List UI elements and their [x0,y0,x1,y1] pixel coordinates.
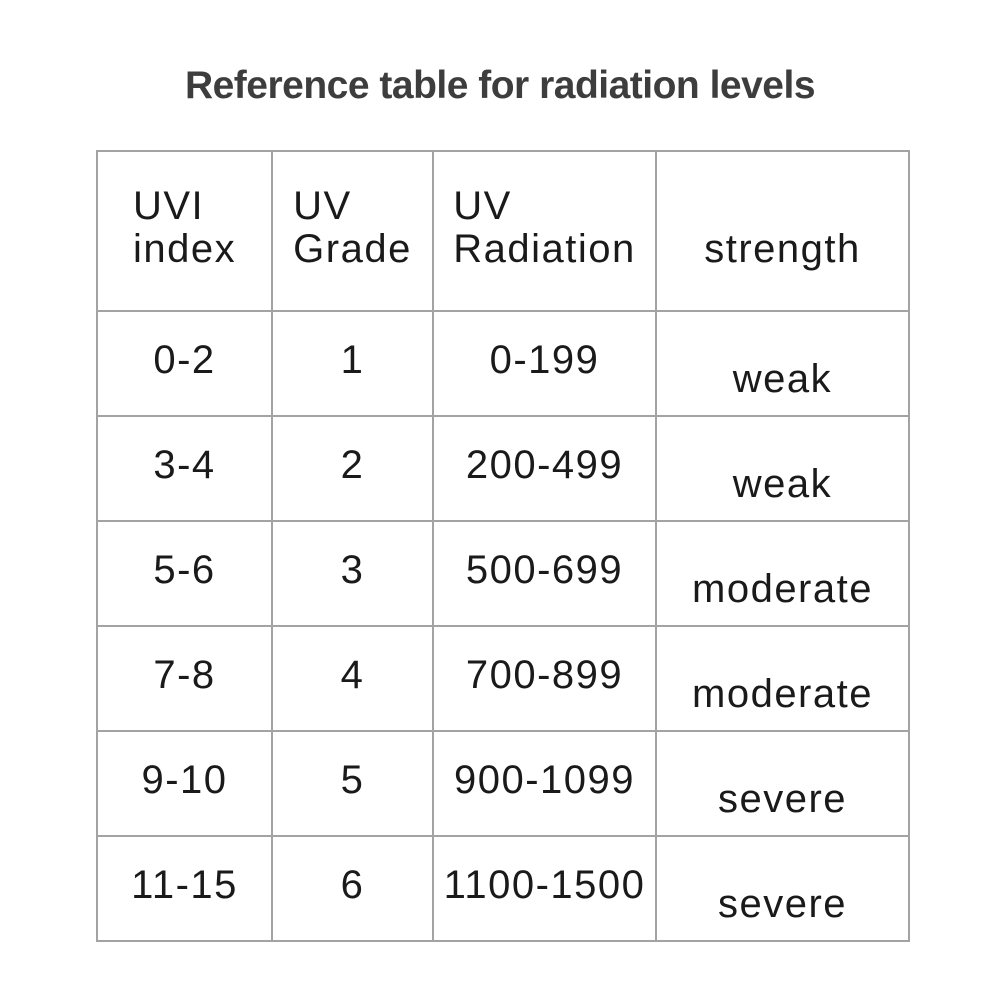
table-row: 3-4 2 200-499 weak [96,415,910,522]
cell-strength: moderate [655,625,910,732]
table-row: 0-2 1 0-199 weak [96,310,910,417]
cell-strength: moderate [655,520,910,627]
radiation-reference-table: UVI index UV Grade UV Radiation [96,150,910,942]
header-uv-radiation-line1: UV [453,183,512,228]
cell-uv-radiation: 0-199 [432,310,657,417]
cell-uv-grade: 3 [271,520,434,627]
cell-uv-grade: 6 [271,835,434,942]
header-uv-radiation: UV Radiation [432,150,657,312]
cell-strength: severe [655,730,910,837]
cell-uv-radiation: 700-899 [432,625,657,732]
cell-uv-grade: 5 [271,730,434,837]
cell-uv-radiation: 1100-1500 [432,835,657,942]
cell-strength: severe [655,835,910,942]
cell-uv-radiation: 900-1099 [432,730,657,837]
cell-uvi-index: 7-8 [96,625,273,732]
header-uv-grade-line1: UV [293,183,352,228]
cell-uvi-index: 0-2 [96,310,273,417]
cell-uvi-index: 3-4 [96,415,273,522]
cell-strength: weak [655,415,910,522]
cell-uv-radiation: 500-699 [432,520,657,627]
header-strength-line1: strength [704,227,861,271]
page-title: Reference table for radiation levels [184,64,816,107]
table-header: UVI index UV Grade UV Radiation [96,150,910,312]
header-row: UVI index UV Grade UV Radiation [96,150,910,312]
cell-uvi-index: 9-10 [96,730,273,837]
cell-uv-grade: 1 [271,310,434,417]
table-row: 5-6 3 500-699 moderate [96,520,910,627]
table-row: 9-10 5 900-1099 severe [96,730,910,837]
header-uvi-index: UVI index [96,150,273,312]
header-uvi-index-line1: UVI [132,183,205,228]
cell-uvi-index: 11-15 [96,835,273,942]
header-uv-grade: UV Grade [271,150,434,312]
header-uvi-index-line2: index [132,227,237,271]
cell-uv-grade: 4 [271,625,434,732]
header-uv-radiation-line2: Radiation [453,227,636,271]
cell-uvi-index: 5-6 [96,520,273,627]
cell-uv-radiation: 200-499 [432,415,657,522]
cell-uv-grade: 2 [271,415,434,522]
header-strength: strength [655,150,910,312]
table-row: 11-15 6 1100-1500 severe [96,835,910,942]
header-uv-grade-line2: Grade [293,227,412,271]
cell-strength: weak [655,310,910,417]
table-row: 7-8 4 700-899 moderate [96,625,910,732]
table-body: 0-2 1 0-199 weak 3-4 2 200-499 weak 5-6 … [96,310,910,942]
